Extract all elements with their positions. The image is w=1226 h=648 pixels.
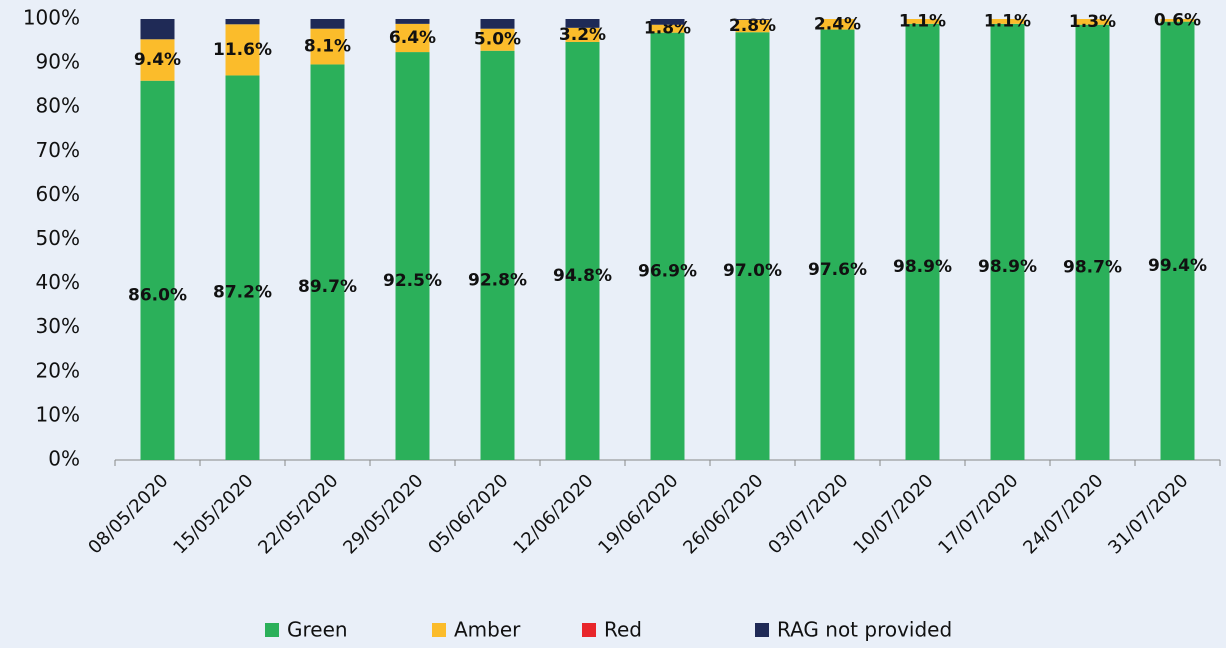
value-label: 94.8% [553, 266, 612, 286]
x-tick-label: 08/05/2020 [84, 470, 172, 558]
value-label: 92.8% [468, 270, 527, 290]
bar-segment [480, 50, 515, 460]
bar-segment [1160, 21, 1195, 461]
legend-label: Green [287, 618, 348, 642]
bar-segment [735, 32, 770, 460]
bar-segment [905, 23, 940, 460]
y-tick-label: 10% [36, 402, 80, 426]
y-tick-label: 30% [36, 314, 80, 338]
x-tick-label: 05/06/2020 [424, 470, 512, 558]
x-tick-label: 03/07/2020 [764, 470, 852, 558]
y-tick-label: 50% [36, 226, 80, 250]
bar-segment [1160, 19, 1195, 22]
y-tick-label: 0% [48, 447, 80, 471]
y-tick-label: 70% [36, 138, 80, 162]
value-label: 5.0% [474, 30, 521, 50]
bar-segment [905, 19, 940, 24]
x-tick-label: 26/06/2020 [679, 470, 767, 558]
y-tick-label: 90% [36, 50, 80, 74]
bar-segment [225, 75, 260, 460]
bar-segment [650, 32, 685, 461]
value-label: 98.9% [978, 257, 1037, 277]
bar-segment [1075, 24, 1110, 460]
value-label: 86.0% [128, 285, 187, 305]
legend-label: RAG not provided [777, 618, 952, 642]
y-tick-label: 80% [36, 94, 80, 118]
value-label: 2.4% [814, 14, 861, 34]
bar-segment [395, 52, 430, 460]
x-tick-label: 29/05/2020 [339, 470, 427, 558]
value-label: 6.4% [389, 28, 436, 48]
bar-segment [820, 29, 855, 461]
bar-segment [480, 19, 515, 29]
value-label: 1.3% [1069, 12, 1116, 32]
bar-segment [650, 24, 685, 33]
bar-segment [310, 19, 345, 29]
y-tick-label: 20% [36, 358, 80, 382]
value-label: 2.8% [729, 16, 776, 36]
value-label: 8.1% [304, 37, 351, 57]
y-tick-label: 40% [36, 270, 80, 294]
bar-segment [565, 27, 600, 42]
value-label: 11.6% [213, 40, 272, 60]
legend-swatch [755, 623, 769, 637]
value-label: 97.0% [723, 261, 782, 281]
bar-segment [565, 19, 600, 28]
x-tick-label: 24/07/2020 [1019, 470, 1107, 558]
value-label: 92.5% [383, 271, 442, 291]
legend-label: Red [604, 618, 642, 642]
bar-segment [395, 23, 430, 53]
bar-segment [225, 19, 260, 25]
bar-segment [140, 80, 175, 461]
x-tick-label: 10/07/2020 [849, 470, 937, 558]
y-tick-label: 60% [36, 182, 80, 206]
legend-swatch [265, 623, 279, 637]
value-label: 3.2% [559, 25, 606, 45]
legend-swatch [582, 623, 596, 637]
value-label: 1.1% [984, 11, 1031, 31]
bar-segment [990, 19, 1025, 24]
bar-segment [140, 19, 175, 40]
bar-segment [1075, 19, 1110, 25]
legend-label: Amber [454, 618, 521, 642]
bar-segment [395, 19, 430, 24]
value-label: 98.7% [1063, 257, 1122, 277]
value-label: 97.6% [808, 260, 867, 280]
legend-swatch [432, 623, 446, 637]
bar-segment [480, 28, 515, 51]
bar-segment [735, 19, 770, 20]
bar-segment [310, 64, 345, 460]
value-label: 89.7% [298, 277, 357, 297]
value-label: 1.1% [899, 11, 946, 31]
x-tick-label: 12/06/2020 [509, 470, 597, 558]
bar-segment [820, 19, 855, 30]
x-tick-label: 15/05/2020 [169, 470, 257, 558]
bar-segment [140, 39, 175, 81]
bar-segment [650, 19, 685, 25]
x-tick-label: 22/05/2020 [254, 470, 342, 558]
value-label: 96.9% [638, 261, 697, 281]
bar-segment [310, 28, 345, 65]
value-label: 0.6% [1154, 10, 1201, 30]
x-tick-label: 31/07/2020 [1104, 470, 1192, 558]
bar-segment [990, 23, 1025, 460]
value-label: 98.9% [893, 257, 952, 277]
bar-segment [225, 24, 260, 76]
value-label: 99.4% [1148, 256, 1207, 276]
value-label: 87.2% [213, 283, 272, 303]
y-tick-label: 100% [23, 6, 80, 30]
bar-segment [565, 41, 600, 460]
x-tick-label: 17/07/2020 [934, 470, 1022, 558]
x-tick-label: 19/06/2020 [594, 470, 682, 558]
value-label: 9.4% [134, 50, 181, 70]
bar-segment [735, 19, 770, 33]
